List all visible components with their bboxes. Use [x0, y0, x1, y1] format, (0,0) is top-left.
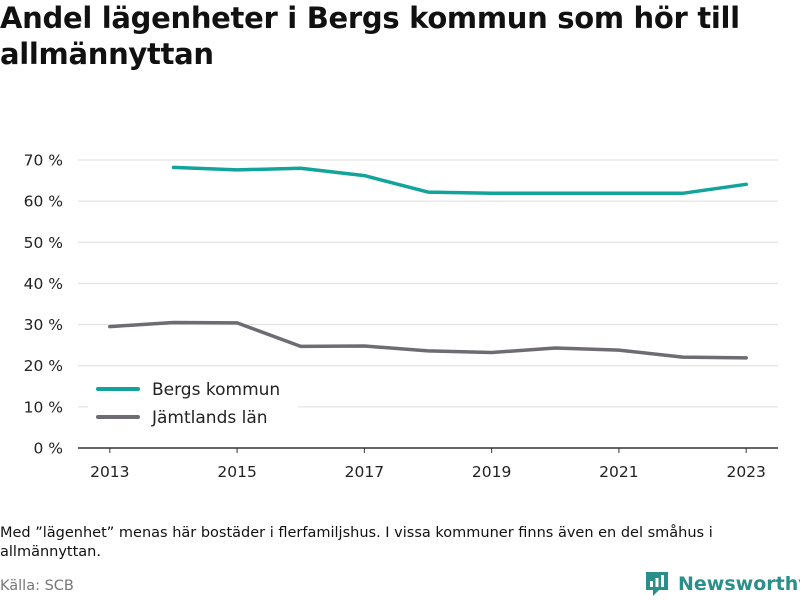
legend-label: Jämtlands län — [151, 408, 268, 428]
chart-title: Andel lägenheter i Bergs kommun som hör … — [0, 1, 740, 71]
line-chart: 0 % 10 % 20 % 30 % 40 % 50 % 60 % 70 % 2013 2015 2… — [24, 152, 778, 481]
y-tick-label: 50 % — [24, 234, 63, 252]
legend-label: Bergs kommun — [152, 380, 280, 400]
brand-name: Newsworthy — [678, 573, 800, 595]
x-tick-label: 2023 — [726, 463, 765, 481]
y-tick-label: 60 % — [24, 193, 63, 211]
footnote: Med ”lägenhet” menas här bostäder i fler… — [0, 525, 713, 560]
y-tick-label: 20 % — [24, 357, 63, 375]
y-tick-label: 10 % — [24, 398, 63, 416]
series-line-bergs-kommun — [171, 165, 748, 196]
y-tick-label: 0 % — [33, 440, 63, 458]
y-tick-label: 70 % — [24, 152, 63, 170]
legend-background — [88, 377, 298, 435]
x-tick-label: 2013 — [90, 463, 129, 481]
newsworthy-logo-icon — [646, 572, 668, 596]
y-tick-label: 40 % — [24, 275, 63, 293]
y-tick-label: 30 % — [24, 316, 63, 334]
newsworthy-brand[interactable]: Newsworthy — [644, 570, 800, 598]
x-tick-label: 2019 — [472, 463, 511, 481]
series-line-jamtlands-lan — [108, 320, 748, 360]
x-tick-label: 2015 — [217, 463, 256, 481]
x-tick-label: 2021 — [599, 463, 638, 481]
source-credit: Källa: SCB — [0, 578, 74, 594]
x-tick-label: 2017 — [345, 463, 384, 481]
